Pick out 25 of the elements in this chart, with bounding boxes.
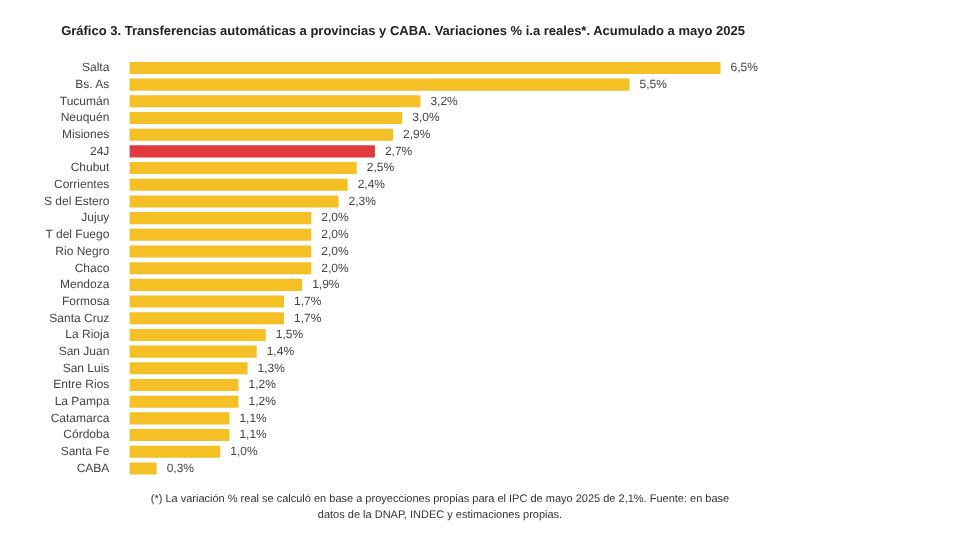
bar (129, 162, 357, 175)
bar (129, 378, 239, 392)
bar (129, 78, 630, 91)
bar (129, 295, 284, 308)
bar (129, 412, 230, 425)
bar (129, 111, 403, 125)
bar (129, 395, 239, 408)
bar (129, 128, 394, 141)
bar (129, 429, 230, 442)
bar (129, 228, 312, 241)
bar (129, 278, 303, 291)
bar (129, 262, 312, 275)
bar (129, 61, 721, 74)
bar (129, 462, 157, 475)
bar (129, 345, 257, 358)
bar (129, 312, 284, 325)
bar (129, 245, 312, 258)
bar (129, 145, 375, 158)
bar (129, 362, 248, 375)
bar (129, 328, 266, 341)
bar (129, 195, 339, 208)
bar (129, 445, 221, 458)
bar (129, 95, 421, 108)
bar (129, 178, 348, 191)
bar (129, 212, 312, 225)
